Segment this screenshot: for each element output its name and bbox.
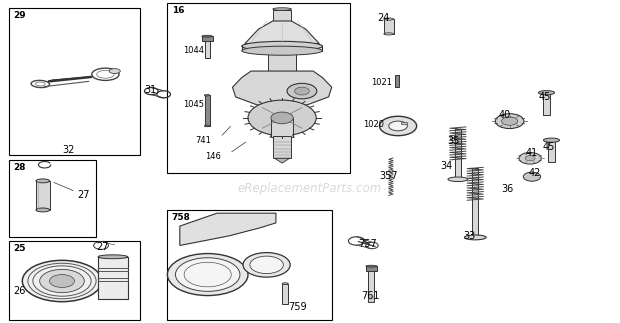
Text: 1020: 1020 <box>363 120 384 129</box>
Circle shape <box>519 152 541 164</box>
Ellipse shape <box>36 179 50 183</box>
Circle shape <box>271 112 293 124</box>
Polygon shape <box>275 158 290 163</box>
Text: 45: 45 <box>538 92 551 102</box>
Bar <box>543 93 550 115</box>
Text: 24: 24 <box>377 13 389 23</box>
Text: 27: 27 <box>96 242 108 252</box>
Ellipse shape <box>242 46 322 55</box>
Polygon shape <box>232 71 332 105</box>
Ellipse shape <box>205 125 210 127</box>
Bar <box>205 40 210 58</box>
Text: 28: 28 <box>14 163 26 172</box>
Circle shape <box>22 260 102 302</box>
Circle shape <box>523 172 541 181</box>
Text: eReplacementParts.com: eReplacementParts.com <box>238 182 382 195</box>
Text: 33: 33 <box>464 231 476 241</box>
Text: 35: 35 <box>448 136 460 145</box>
Text: 41: 41 <box>526 149 538 158</box>
Polygon shape <box>245 21 319 44</box>
Bar <box>9 241 140 320</box>
Bar <box>273 136 291 158</box>
Circle shape <box>248 100 316 136</box>
Bar <box>268 50 296 71</box>
Text: 40: 40 <box>498 110 511 120</box>
Circle shape <box>175 258 240 291</box>
Ellipse shape <box>543 138 559 142</box>
Bar <box>282 284 288 304</box>
Circle shape <box>379 116 417 136</box>
Ellipse shape <box>109 69 120 74</box>
Ellipse shape <box>273 8 291 10</box>
Circle shape <box>167 254 248 296</box>
Text: 32: 32 <box>62 145 74 155</box>
Text: 741: 741 <box>195 136 211 145</box>
Text: 34: 34 <box>440 162 453 171</box>
Text: 757: 757 <box>358 239 377 249</box>
Ellipse shape <box>538 91 554 95</box>
Ellipse shape <box>205 95 210 96</box>
Text: 16: 16 <box>172 6 184 16</box>
Bar <box>366 266 377 271</box>
Ellipse shape <box>384 18 394 20</box>
Text: 29: 29 <box>14 11 26 20</box>
Circle shape <box>243 253 290 277</box>
Bar <box>9 8 140 155</box>
Text: 357: 357 <box>379 171 398 181</box>
Bar <box>167 3 350 173</box>
Bar <box>202 36 213 41</box>
Ellipse shape <box>202 35 212 37</box>
Bar <box>205 95 210 126</box>
Bar <box>384 19 394 34</box>
Circle shape <box>495 114 524 129</box>
Text: 1044: 1044 <box>183 46 204 55</box>
Text: 45: 45 <box>542 142 555 152</box>
Bar <box>455 129 461 179</box>
Ellipse shape <box>282 283 288 285</box>
Bar <box>548 140 555 162</box>
Text: 25: 25 <box>14 244 26 253</box>
Ellipse shape <box>464 235 486 240</box>
Text: 27: 27 <box>78 191 90 200</box>
Circle shape <box>50 275 74 287</box>
Text: 146: 146 <box>205 152 221 161</box>
Bar <box>401 122 407 124</box>
Bar <box>273 10 291 21</box>
Text: 1045: 1045 <box>183 100 204 109</box>
Text: 26: 26 <box>14 286 26 296</box>
Text: 31: 31 <box>144 86 156 95</box>
Bar <box>271 118 293 137</box>
Ellipse shape <box>242 41 322 51</box>
Bar <box>167 210 332 320</box>
Text: 1021: 1021 <box>371 78 392 87</box>
Circle shape <box>389 121 407 131</box>
Ellipse shape <box>448 177 467 182</box>
Text: 759: 759 <box>288 303 307 312</box>
Text: 36: 36 <box>501 184 513 194</box>
Bar <box>36 181 50 210</box>
Ellipse shape <box>384 33 394 35</box>
Bar <box>368 270 374 302</box>
Circle shape <box>502 117 518 125</box>
Ellipse shape <box>366 265 377 267</box>
Circle shape <box>294 87 309 95</box>
Text: 758: 758 <box>172 213 190 222</box>
Polygon shape <box>180 213 276 245</box>
Circle shape <box>525 156 535 161</box>
Circle shape <box>40 269 84 293</box>
Text: 761: 761 <box>361 291 379 300</box>
Ellipse shape <box>98 255 128 259</box>
Bar <box>395 75 399 87</box>
Bar <box>98 257 128 299</box>
Bar <box>9 160 96 237</box>
Text: 42: 42 <box>528 168 541 178</box>
Ellipse shape <box>36 208 50 212</box>
Circle shape <box>250 256 283 274</box>
Bar <box>472 168 478 237</box>
Circle shape <box>287 83 317 99</box>
